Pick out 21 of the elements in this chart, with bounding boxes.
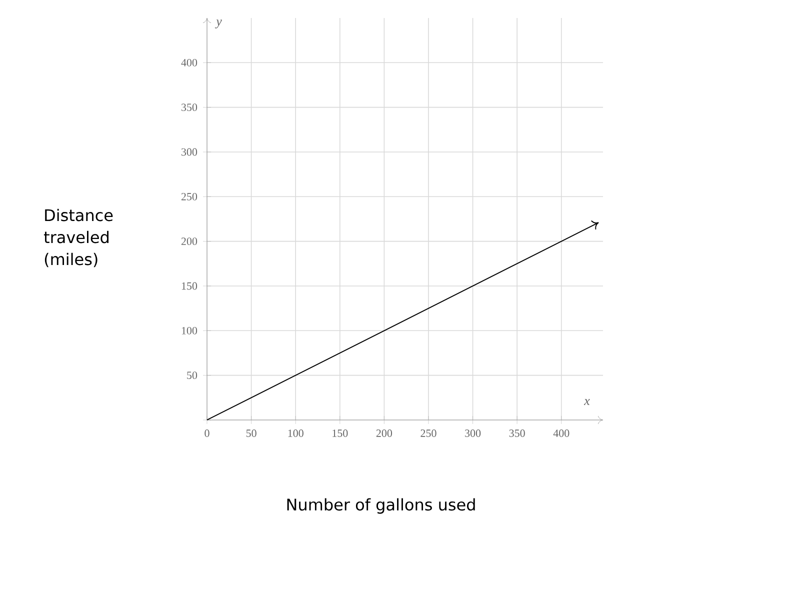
x-tick-label: 100 xyxy=(288,430,304,437)
y-tick-label: 400 xyxy=(181,58,198,66)
x-tick-label: 300 xyxy=(465,430,481,437)
annotation: x xyxy=(584,399,590,405)
x-tick-label: 400 xyxy=(553,430,570,437)
x-axis-title: Number of gallons used xyxy=(287,498,475,514)
x-tick-label: 350 xyxy=(509,430,525,437)
x-tick-label: 50 xyxy=(246,430,256,437)
y-tick-label: 200 xyxy=(181,238,198,246)
y-tick-label: 100 xyxy=(182,326,198,334)
x-tick-label: 0 xyxy=(204,430,210,437)
y-tick-label: 350 xyxy=(182,104,198,112)
annotation: y xyxy=(215,20,222,28)
y-tick-label: 250 xyxy=(181,192,198,200)
y-tick-label: 300 xyxy=(182,148,198,156)
y-tick-label: 150 xyxy=(182,282,198,290)
x-tick-label: 200 xyxy=(376,430,392,437)
x-tick-label: 250 xyxy=(420,430,436,437)
x-tick-label: 150 xyxy=(332,430,348,437)
y-axis-title: Distance traveled (miles) xyxy=(44,208,113,268)
y-tick-label: 50 xyxy=(187,372,198,380)
